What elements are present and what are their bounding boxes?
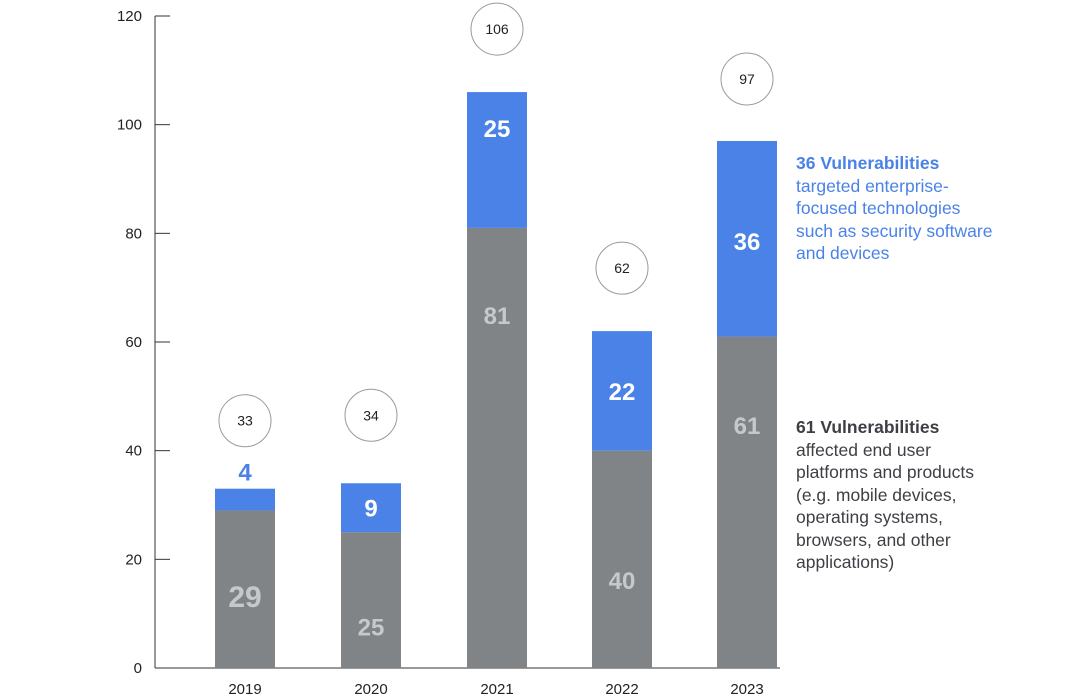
enterprise-value-label: 9 [364,496,377,523]
end-user-bar-segment [592,450,652,668]
labels: 29 4 33 25 9 34 81 25 106 40 22 62 61 36 97 [218,2,774,641]
enterprise-value-label: 25 [484,116,511,143]
total-circle [470,2,524,56]
x-tick-label: 2022 [605,681,638,697]
end-user-annotation: 61 Vulnerabilities affected end user pla… [796,416,996,574]
y-tick-label: 0 [134,660,142,677]
x-tick-label: 2019 [228,681,261,697]
end-user-value-label: 61 [734,413,761,440]
y-tick-label: 120 [117,8,142,25]
total-label: 34 [363,407,379,423]
y-tick-label: 60 [125,334,142,351]
end-user-bar-segment [215,510,275,668]
end-user-bar-segment [341,532,401,668]
total-circle [720,52,774,106]
enterprise-bar-segment [592,331,652,451]
enterprise-annotation-body: targeted enterprise-focused technologies… [796,175,993,264]
end-user-value-label: 81 [484,303,511,330]
total-circle [344,388,398,442]
y-tick-label: 100 [117,117,142,134]
total-label: 33 [237,413,253,429]
end-user-annotation-heading: 61 Vulnerabilities [796,417,940,437]
total-circle [595,241,649,295]
enterprise-bar-segment [717,140,777,337]
enterprise-bar-segment [341,483,401,533]
x-tick-label: 2023 [730,681,763,697]
axes: 0 20 40 60 80 100 120 2019 2020 2021 2022 2023 [117,8,780,697]
enterprise-bar-segment [467,92,527,228]
total-circle [218,394,272,448]
enterprise-value-label: 36 [734,229,761,256]
y-tick-label: 80 [125,225,142,242]
end-user-value-label: 40 [609,568,636,595]
total-label: 97 [739,71,755,87]
enterprise-bar-segment [215,488,275,511]
end-user-value-label: 29 [228,581,261,614]
enterprise-annotation-heading: 36 Vulnerabilities [796,153,940,173]
enterprise-value-label: 22 [609,379,636,406]
enterprise-annotation: 36 Vulnerabilities targeted enterprise-f… [796,152,996,265]
total-label: 106 [485,21,509,37]
x-tick-label: 2020 [354,681,387,697]
end-user-bar-segment [467,227,527,668]
end-user-bar-segment [717,336,777,668]
end-user-value-label: 25 [358,614,385,641]
end-user-annotation-body: affected end user platforms and products… [796,439,975,573]
total-label: 62 [614,260,630,276]
y-tick-label: 40 [125,443,142,460]
x-tick-label: 2021 [480,681,513,697]
enterprise-value-label: 4 [238,460,252,487]
bars [215,92,777,668]
y-tick-label: 20 [125,551,142,568]
